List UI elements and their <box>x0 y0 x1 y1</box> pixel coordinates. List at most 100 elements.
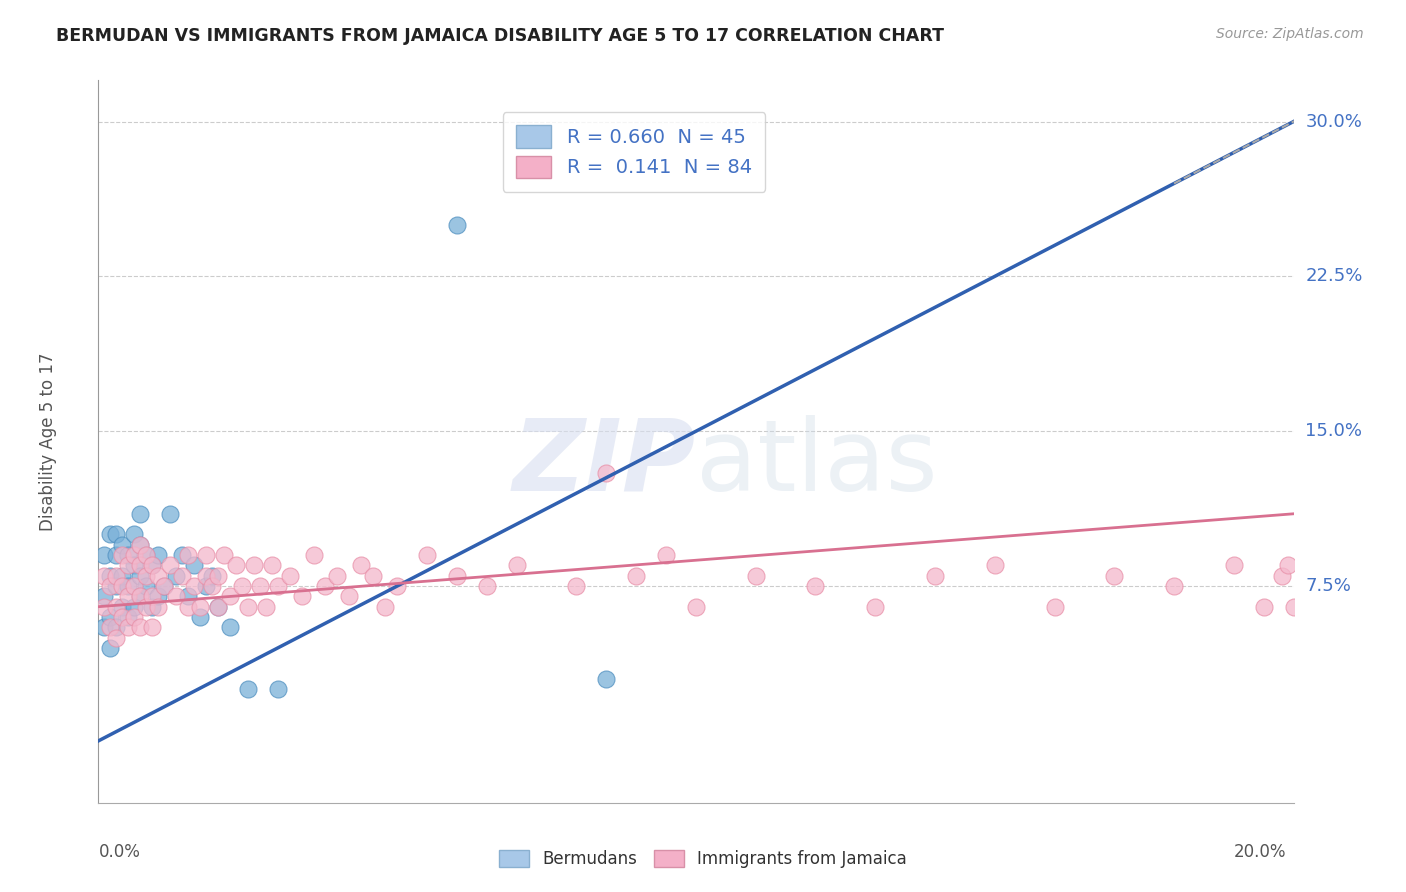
Point <box>93 599 115 614</box>
Point <box>117 558 139 573</box>
Point <box>105 631 128 645</box>
Point <box>141 620 163 634</box>
Point <box>129 558 152 573</box>
Point <box>291 590 314 604</box>
Point <box>207 599 229 614</box>
Point <box>231 579 253 593</box>
Point <box>339 590 361 604</box>
Point <box>93 568 115 582</box>
Text: 30.0%: 30.0% <box>1306 112 1362 130</box>
Point <box>117 579 139 593</box>
Point <box>111 579 134 593</box>
Point <box>148 590 170 604</box>
Point <box>260 558 283 573</box>
Point <box>267 682 290 697</box>
Point <box>249 579 271 593</box>
Point <box>111 610 134 624</box>
Point <box>207 599 229 614</box>
Point <box>363 568 385 582</box>
Point <box>111 599 134 614</box>
Point <box>159 507 181 521</box>
Point <box>135 568 157 582</box>
Point <box>129 568 152 582</box>
Point <box>141 590 163 604</box>
Point <box>129 507 152 521</box>
Point <box>236 599 259 614</box>
Point <box>655 548 678 562</box>
Text: BERMUDAN VS IMMIGRANTS FROM JAMAICA DISABILITY AGE 5 TO 17 CORRELATION CHART: BERMUDAN VS IMMIGRANTS FROM JAMAICA DISA… <box>56 27 945 45</box>
Text: Disability Age 5 to 17: Disability Age 5 to 17 <box>39 352 58 531</box>
Point <box>177 548 200 562</box>
Point <box>177 590 200 604</box>
Point <box>195 568 218 582</box>
Point <box>1312 548 1334 562</box>
Point <box>111 548 134 562</box>
Point <box>1104 568 1126 582</box>
Point <box>804 579 827 593</box>
Point <box>124 558 146 573</box>
Point <box>565 579 588 593</box>
Point <box>148 568 170 582</box>
Point <box>219 590 242 604</box>
Point <box>159 558 181 573</box>
Point <box>195 579 218 593</box>
Point <box>1277 558 1299 573</box>
Point <box>201 579 224 593</box>
Point <box>105 548 128 562</box>
Point <box>1282 599 1305 614</box>
Point <box>98 527 122 541</box>
Point <box>374 599 396 614</box>
Point <box>124 527 146 541</box>
Point <box>177 599 200 614</box>
Text: Source: ZipAtlas.com: Source: ZipAtlas.com <box>1216 27 1364 41</box>
Text: 15.0%: 15.0% <box>1306 422 1362 441</box>
Point <box>172 548 194 562</box>
Point <box>124 610 146 624</box>
Point <box>129 620 152 634</box>
Point <box>117 620 139 634</box>
Point <box>236 682 259 697</box>
Point <box>446 568 468 582</box>
Point <box>165 568 187 582</box>
Point <box>595 466 617 480</box>
Point <box>93 548 115 562</box>
Point <box>1271 568 1294 582</box>
Point <box>1043 599 1066 614</box>
Legend: R = 0.660  N = 45, R =  0.141  N = 84: R = 0.660 N = 45, R = 0.141 N = 84 <box>502 112 765 192</box>
Point <box>1223 558 1246 573</box>
Point <box>105 599 128 614</box>
Point <box>865 599 887 614</box>
Point <box>141 599 163 614</box>
Point <box>385 579 409 593</box>
Point <box>153 579 176 593</box>
Text: ZIP: ZIP <box>513 415 696 512</box>
Point <box>924 568 946 582</box>
Text: 7.5%: 7.5% <box>1306 577 1351 595</box>
Point <box>315 579 337 593</box>
Point <box>188 610 211 624</box>
Point <box>207 568 229 582</box>
Point <box>165 590 187 604</box>
Point <box>98 568 122 582</box>
Point <box>141 558 163 573</box>
Point <box>105 568 128 582</box>
Point <box>172 568 194 582</box>
Point <box>124 599 146 614</box>
Point <box>135 599 157 614</box>
Point <box>148 548 170 562</box>
Point <box>243 558 266 573</box>
Point <box>117 610 139 624</box>
Point <box>183 579 205 593</box>
Text: 0.0%: 0.0% <box>98 843 141 861</box>
Point <box>135 548 157 562</box>
Point <box>188 599 211 614</box>
Text: 20.0%: 20.0% <box>1234 843 1286 861</box>
Point <box>254 599 277 614</box>
Point <box>267 579 290 593</box>
Point <box>506 558 529 573</box>
Point <box>302 548 325 562</box>
Text: 22.5%: 22.5% <box>1306 268 1362 285</box>
Point <box>153 579 176 593</box>
Text: atlas: atlas <box>696 415 938 512</box>
Point <box>148 599 170 614</box>
